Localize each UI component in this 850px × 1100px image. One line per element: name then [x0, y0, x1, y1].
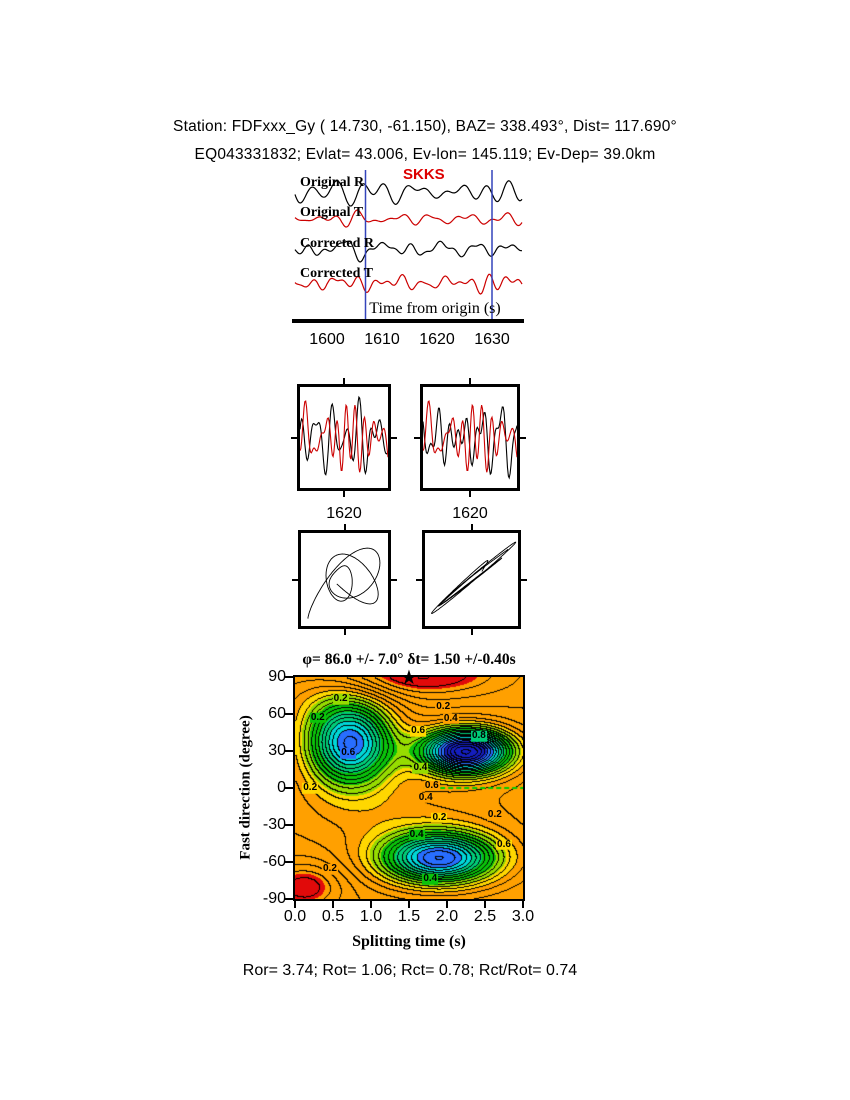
tick-mark	[391, 436, 397, 439]
tick-mark	[520, 436, 526, 439]
trace	[294, 180, 523, 207]
best-solution-star: ★	[400, 667, 418, 689]
phi-tick-mark	[285, 676, 293, 678]
splitting-time-axis-label: Splitting time (s)	[352, 933, 466, 950]
misfit-plot-frame	[293, 675, 525, 901]
time-tick-label: 1630	[474, 331, 510, 348]
trace	[294, 209, 523, 228]
tick-mark	[521, 578, 527, 581]
dt-tick-label: 1.0	[359, 908, 383, 925]
misfit-title: φ= 86.0 +/- 7.0° δt= 1.50 +/-0.40s	[302, 651, 516, 668]
window-box-corrected	[420, 384, 520, 491]
dt-tick-label: 3.0	[511, 908, 535, 925]
particle-motion-corrected	[431, 541, 517, 614]
station-title: Station: FDFxxx_Gy ( 14.730, -61.150), B…	[173, 118, 677, 135]
fast-direction-axis-label: Fast direction (degree)	[237, 715, 254, 860]
dt-tick-label: 0.5	[321, 908, 345, 925]
phi-tick-mark	[285, 861, 293, 863]
time-axis-label: Time from origin (s)	[369, 300, 501, 317]
dt-tick-label: 2.0	[435, 908, 459, 925]
phi-tick-mark	[285, 750, 293, 752]
trace	[422, 406, 518, 480]
event-title: EQ043331832; Evlat= 43.006, Ev-lon= 145.…	[194, 146, 656, 163]
phi-tick-mark	[285, 787, 293, 789]
dt-tick-label: 1.5	[397, 908, 421, 925]
trace	[294, 273, 523, 295]
time-axis-line	[292, 319, 524, 323]
trace	[294, 240, 522, 263]
phi-tick-mark	[285, 713, 293, 715]
particle-motion-box-corrected	[422, 530, 521, 629]
trace	[307, 547, 381, 619]
misfit-contour-canvas	[295, 677, 523, 899]
window-box-original	[297, 384, 391, 491]
trace	[422, 400, 518, 473]
dt-tick-label: 2.5	[473, 908, 497, 925]
trace	[431, 541, 517, 614]
phi-tick-mark	[285, 898, 293, 900]
tick-mark	[391, 578, 397, 581]
quality-factors-line: Ror= 3.74; Rot= 1.06; Rct= 0.78; Rct/Rot…	[242, 962, 578, 979]
particle-motion-box-original	[298, 530, 391, 629]
time-tick-label: 1610	[364, 331, 400, 348]
phase-label: SKKS	[403, 166, 445, 183]
window-waveform-corrected	[422, 400, 518, 480]
time-tick-label: 1620	[419, 331, 455, 348]
trace	[299, 400, 389, 473]
particle-motion-original	[307, 547, 381, 619]
seismogram-traces	[294, 170, 523, 322]
window-tick-label: 1620	[326, 505, 362, 522]
time-tick-label: 1600	[309, 331, 345, 348]
dt-tick-label: 0.0	[283, 908, 307, 925]
phi-tick-mark	[285, 824, 293, 826]
window-tick-label: 1620	[452, 505, 488, 522]
window-waveform-original	[299, 395, 389, 476]
